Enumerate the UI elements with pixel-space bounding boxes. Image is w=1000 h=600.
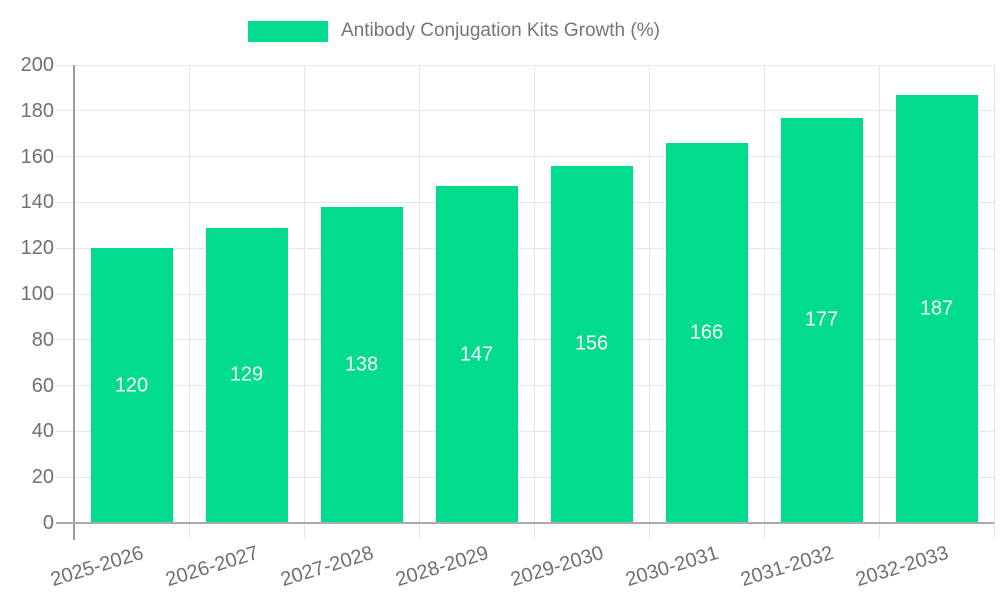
legend-label[interactable]: Antibody Conjugation Kits Growth (%) bbox=[341, 20, 660, 41]
horizontal-gridline bbox=[56, 201, 994, 203]
y-axis-tick-label: 0 bbox=[42, 512, 54, 534]
bar[interactable]: 129 bbox=[205, 227, 288, 523]
y-axis-tick-label: 180 bbox=[20, 99, 54, 122]
y-axis-tick-label: 20 bbox=[31, 466, 54, 489]
bar[interactable]: 138 bbox=[320, 206, 403, 523]
bar-value-label: 166 bbox=[689, 321, 724, 344]
horizontal-gridline bbox=[56, 476, 994, 478]
bar[interactable]: 120 bbox=[90, 248, 173, 523]
x-axis-tick-label: 2027-2028 bbox=[278, 542, 376, 592]
y-axis-tick-label: 200 bbox=[20, 54, 54, 76]
vertical-gridline bbox=[418, 65, 420, 539]
legend[interactable]: Antibody Conjugation Kits Growth (%) bbox=[248, 20, 660, 42]
bar[interactable]: 177 bbox=[780, 117, 863, 523]
vertical-gridline bbox=[188, 65, 190, 539]
horizontal-gridline bbox=[56, 247, 994, 249]
bar-value-label: 156 bbox=[574, 332, 609, 355]
vertical-gridline bbox=[763, 65, 765, 539]
horizontal-gridline bbox=[56, 156, 994, 158]
x-axis-tick-label: 2032-2033 bbox=[853, 542, 951, 592]
vertical-gridline bbox=[533, 65, 535, 539]
horizontal-gridline bbox=[56, 110, 994, 112]
vertical-gridline bbox=[648, 65, 650, 539]
plot-area: 0 20 40 60 80 100 120 140 160 180 200 120 129 138 147 1… bbox=[21, 54, 995, 591]
horizontal-gridline bbox=[56, 430, 994, 432]
x-axis-tick-label: 2025-2026 bbox=[48, 542, 146, 592]
bar[interactable]: 187 bbox=[895, 94, 978, 523]
y-axis-tick-label: 100 bbox=[20, 283, 54, 305]
x-axis-tick-label: 2028-2029 bbox=[393, 542, 491, 592]
y-axis-tick-label: 160 bbox=[20, 145, 54, 168]
legend-color-swatch-icon[interactable] bbox=[248, 20, 328, 42]
bar[interactable]: 147 bbox=[435, 186, 518, 523]
horizontal-gridline bbox=[56, 339, 994, 341]
x-axis-tick-label: 2031-2032 bbox=[738, 542, 836, 592]
x-axis-tick-label: 2029-2030 bbox=[508, 542, 606, 592]
vertical-gridline bbox=[878, 65, 880, 539]
y-axis-line bbox=[73, 65, 75, 540]
y-axis-tick-label: 40 bbox=[31, 420, 54, 443]
bar-value-label: 187 bbox=[919, 297, 954, 320]
bar-value-label: 177 bbox=[804, 308, 839, 331]
horizontal-gridline bbox=[56, 385, 994, 387]
y-axis-tick-label: 140 bbox=[20, 191, 54, 214]
bar-value-label: 147 bbox=[459, 343, 494, 366]
x-axis-line bbox=[56, 522, 994, 524]
x-axis-tick-label: 2026-2027 bbox=[163, 542, 261, 592]
y-axis-tick-label: 80 bbox=[31, 328, 54, 351]
vertical-gridline bbox=[303, 65, 305, 539]
bar[interactable]: 156 bbox=[550, 165, 633, 523]
horizontal-gridline bbox=[56, 293, 994, 295]
horizontal-gridline bbox=[56, 64, 994, 66]
x-axis-tick-label: 2030-2031 bbox=[623, 542, 721, 592]
vertical-gridline bbox=[993, 65, 995, 539]
bar-value-label: 120 bbox=[114, 374, 149, 397]
bar[interactable]: 166 bbox=[665, 142, 748, 523]
bar-value-label: 129 bbox=[229, 363, 264, 386]
bar-value-label: 138 bbox=[344, 353, 379, 376]
y-axis-tick-label: 60 bbox=[31, 374, 54, 397]
y-axis-tick-label: 120 bbox=[20, 237, 54, 260]
